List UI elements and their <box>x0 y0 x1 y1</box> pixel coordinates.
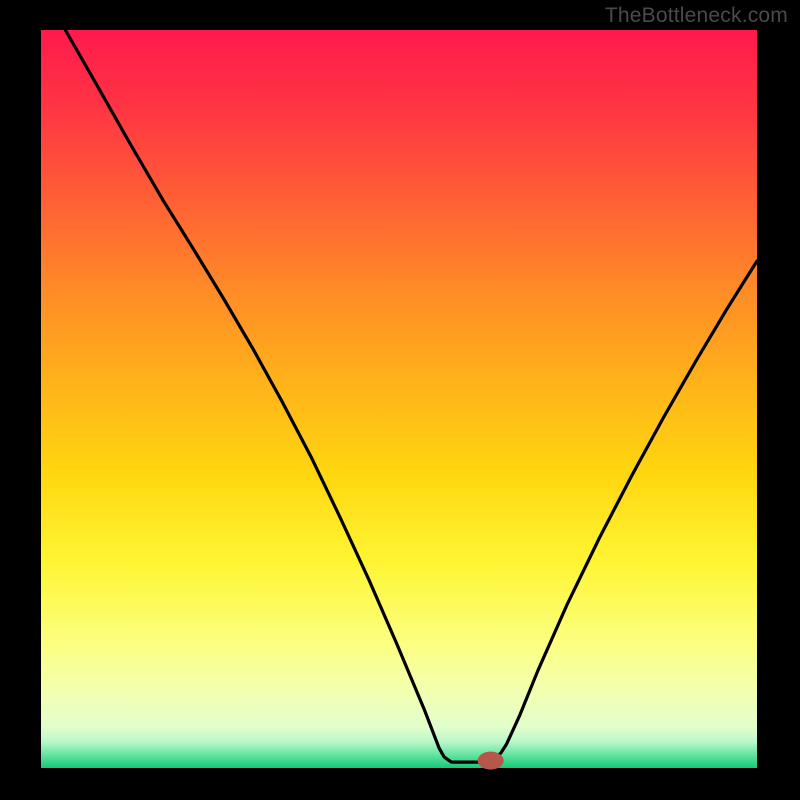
optimum-marker <box>478 752 504 770</box>
chart-svg <box>0 0 800 800</box>
plot-background <box>41 30 757 768</box>
watermark-text: TheBottleneck.com <box>605 4 788 28</box>
chart-container: TheBottleneck.com <box>0 0 800 800</box>
